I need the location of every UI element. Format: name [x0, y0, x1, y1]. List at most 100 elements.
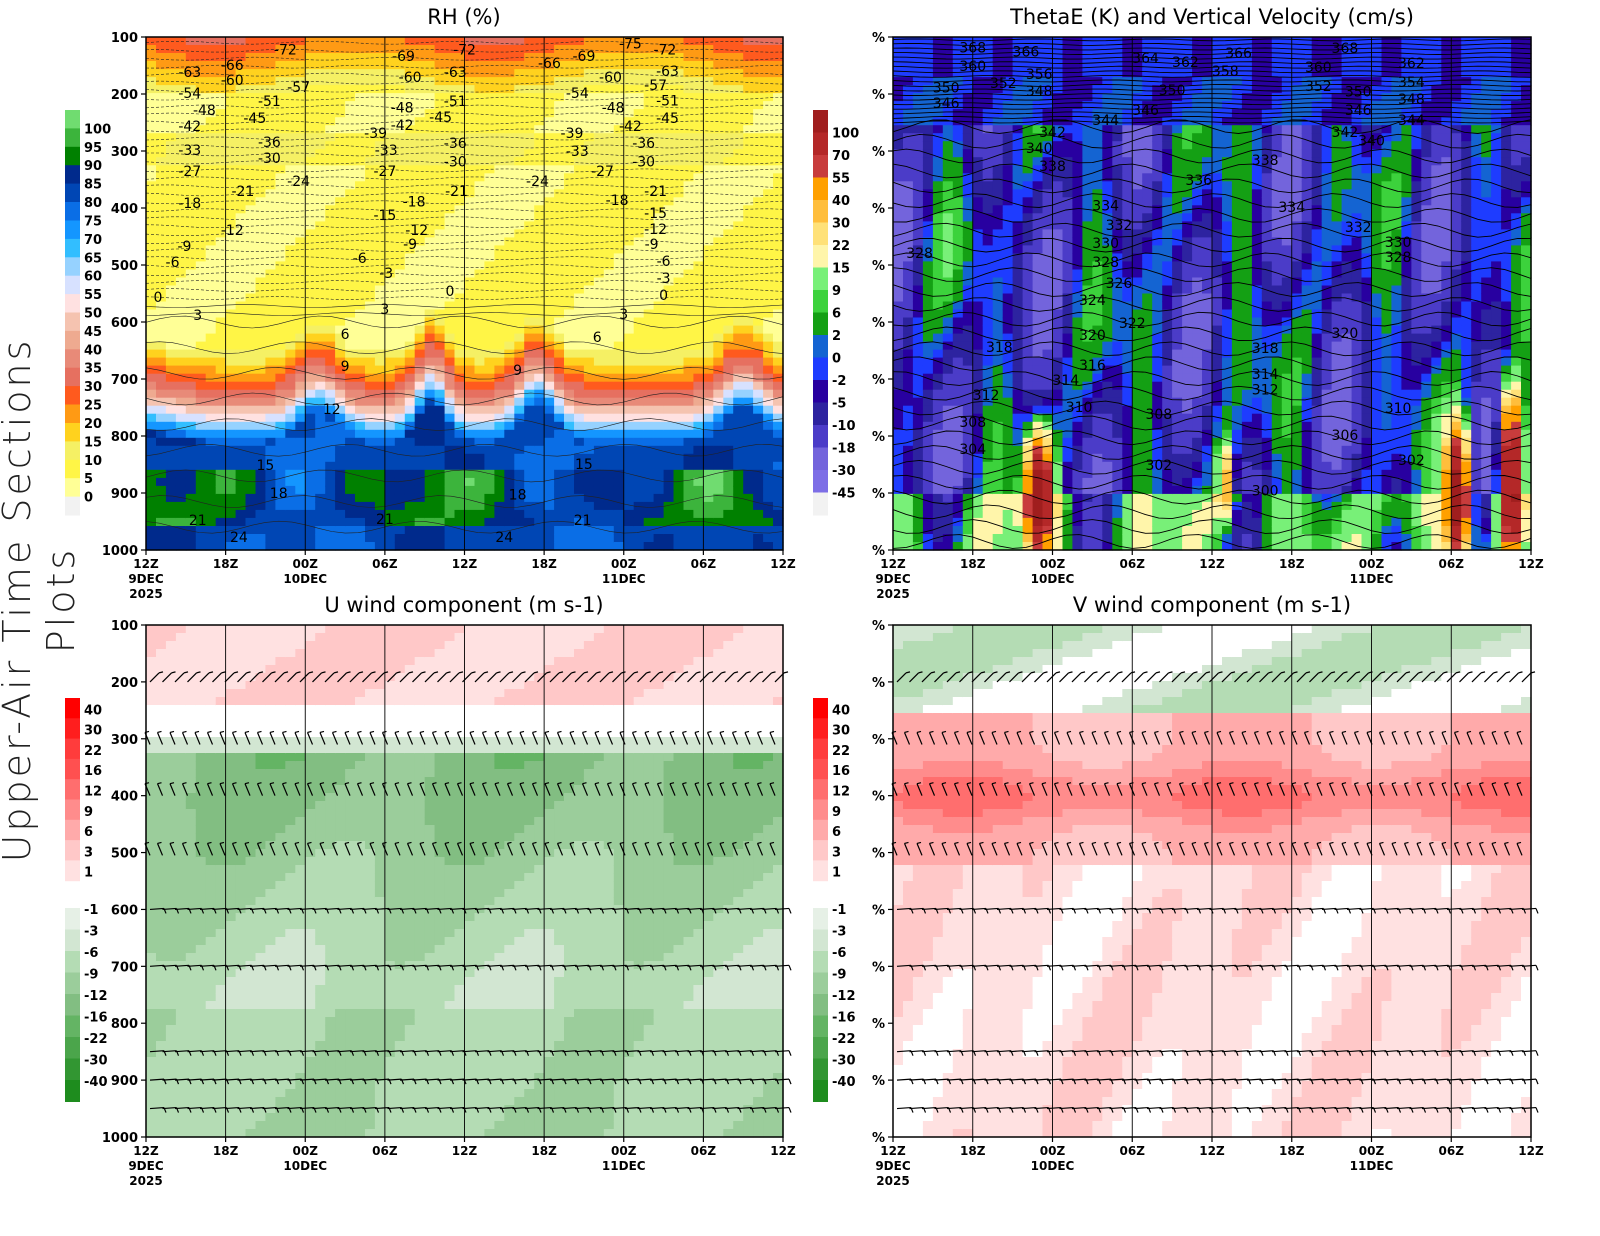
field-cell — [465, 518, 476, 527]
field-cell — [534, 77, 545, 86]
field-cell — [544, 462, 555, 471]
field-cell — [504, 470, 515, 479]
field-cell — [913, 125, 924, 134]
field-cell — [315, 318, 326, 327]
field-cell — [634, 430, 645, 439]
field-cell — [425, 502, 436, 511]
field-cell — [763, 398, 774, 407]
field-cell — [196, 253, 207, 262]
field-cell — [743, 414, 754, 423]
field-cell — [773, 286, 784, 295]
field-cell — [265, 213, 276, 222]
field-cell — [275, 374, 286, 383]
field-cell — [156, 502, 167, 511]
field-cell — [684, 398, 695, 407]
field-cell — [953, 213, 964, 222]
field-cell — [345, 446, 356, 455]
field-cell — [465, 302, 476, 311]
field-cell — [475, 510, 486, 519]
field-cell — [574, 229, 585, 238]
field-cell — [405, 510, 416, 519]
field-cell — [713, 117, 724, 126]
field-cell — [275, 61, 286, 70]
field-cell — [475, 406, 486, 415]
field-cell — [713, 189, 724, 198]
field-cell — [256, 61, 267, 70]
field-cell — [146, 205, 157, 214]
field-cell — [723, 245, 734, 254]
field-cell — [604, 302, 615, 311]
field-cell — [295, 133, 306, 142]
field-cell — [315, 326, 326, 335]
field-cell — [236, 454, 247, 463]
field-cell — [176, 326, 187, 335]
field-cell — [176, 286, 187, 295]
field-cell — [893, 494, 904, 503]
field-cell — [345, 382, 356, 391]
field-cell — [624, 69, 635, 78]
field-cell — [186, 294, 197, 303]
field-cell — [544, 350, 555, 359]
field-cell — [973, 117, 984, 126]
field-cell — [395, 173, 406, 182]
field-cell — [604, 270, 615, 279]
field-cell — [216, 117, 227, 126]
field-cell — [455, 278, 466, 287]
field-cell — [246, 133, 257, 142]
field-cell — [325, 133, 336, 142]
field-cell — [365, 286, 376, 295]
field-cell — [644, 446, 655, 455]
field-cell — [186, 494, 197, 503]
field-cell — [634, 478, 645, 487]
field-cell — [723, 446, 734, 455]
field-cell — [973, 253, 984, 262]
field-cell — [315, 261, 326, 270]
field-cell — [504, 414, 515, 423]
field-cell — [644, 478, 655, 487]
field-cell — [693, 486, 704, 495]
field-cell — [146, 390, 157, 399]
field-cell — [753, 534, 764, 543]
field-cell — [743, 117, 754, 126]
field-cell — [265, 374, 276, 383]
field-cell — [275, 310, 286, 319]
field-cell — [265, 189, 276, 198]
field-cell — [275, 69, 286, 78]
field-cell — [733, 334, 744, 343]
field-cell — [246, 229, 257, 238]
field-cell — [703, 237, 714, 246]
field-cell — [415, 261, 426, 270]
field-cell — [405, 294, 416, 303]
field-cell — [475, 534, 486, 543]
field-cell — [295, 221, 306, 230]
field-cell — [973, 510, 984, 519]
field-cell — [265, 181, 276, 190]
field-cell — [494, 422, 505, 431]
field-cell — [335, 165, 346, 174]
field-cell — [484, 286, 495, 295]
field-cell — [166, 53, 177, 62]
field-cell — [993, 302, 1004, 311]
field-cell — [246, 454, 257, 463]
field-cell — [604, 454, 615, 463]
field-cell — [963, 157, 974, 166]
field-cell — [773, 69, 784, 78]
field-cell — [315, 454, 326, 463]
field-cell — [415, 374, 426, 383]
field-cell — [893, 37, 904, 46]
field-cell — [534, 374, 545, 383]
field-cell — [713, 133, 724, 142]
field-cell — [753, 382, 764, 391]
contour-label: 18 — [270, 486, 288, 502]
field-cell — [166, 318, 177, 327]
field-cell — [196, 342, 207, 351]
field-cell — [763, 237, 774, 246]
field-cell — [933, 189, 944, 198]
field-cell — [415, 278, 426, 287]
field-cell — [465, 502, 476, 511]
field-cell — [216, 406, 227, 415]
field-cell — [903, 221, 914, 230]
field-cell — [893, 374, 904, 383]
field-cell — [923, 406, 934, 415]
field-cell — [933, 125, 944, 134]
